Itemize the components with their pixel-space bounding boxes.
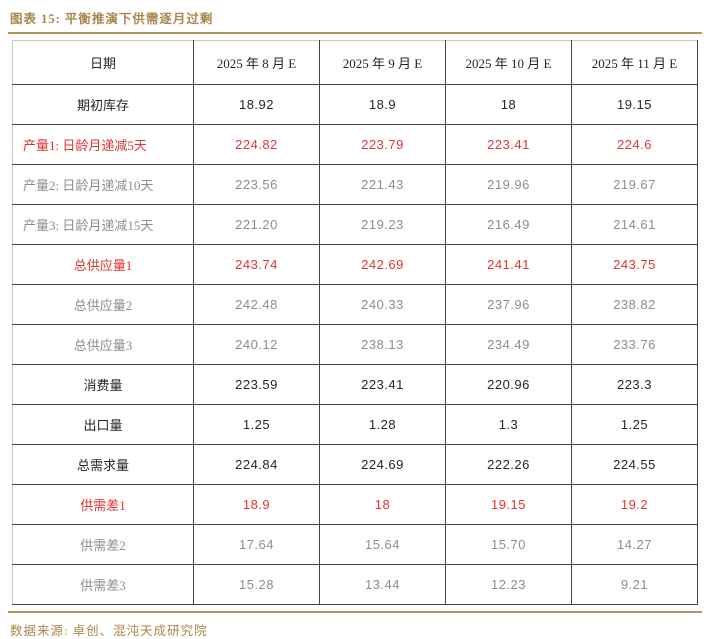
supply-demand-table: 日期 2025 年 8 月 E 2025 年 9 月 E 2025 年 10 月… (12, 40, 698, 605)
cell-value: 223.59 (193, 364, 320, 405)
cell-value: 15.70 (445, 524, 572, 565)
table-row-balance-1: 供需差1 18.9 18 19.15 19.2 (12, 484, 698, 525)
row-label: 供需差2 (12, 524, 194, 565)
cell-value: 17.64 (193, 524, 320, 565)
cell-value: 238.13 (319, 324, 446, 365)
cell-value: 18.9 (319, 84, 446, 125)
cell-value: 221.20 (193, 204, 320, 245)
cell-value: 234.49 (445, 324, 572, 365)
header-sep-2025: 2025 年 9 月 E (319, 40, 446, 85)
row-label: 产量1: 日龄月递减5天 (12, 124, 194, 165)
header-oct-2025: 2025 年 10 月 E (445, 40, 572, 85)
cell-value: 18.92 (193, 84, 320, 125)
cell-value: 223.41 (445, 124, 572, 165)
table-row-output-3: 产量3: 日龄月递减15天 221.20 219.23 216.49 214.6… (12, 204, 698, 245)
row-label: 期初库存 (12, 84, 194, 125)
cell-value: 224.55 (571, 444, 698, 485)
row-label: 总供应量3 (12, 324, 194, 365)
figure-title: 图表 15: 平衡推演下供需逐月过剩 (10, 12, 214, 26)
cell-value: 219.23 (319, 204, 446, 245)
cell-value: 237.96 (445, 284, 572, 325)
cell-value: 9.21 (571, 564, 698, 605)
cell-value: 1.25 (571, 404, 698, 445)
cell-value: 224.6 (571, 124, 698, 165)
cell-value: 1.25 (193, 404, 320, 445)
row-label: 总供应量1 (12, 244, 194, 285)
cell-value: 223.79 (319, 124, 446, 165)
cell-value: 242.48 (193, 284, 320, 325)
cell-value: 242.69 (319, 244, 446, 285)
table-row-total-supply-1: 总供应量1 243.74 242.69 241.41 243.75 (12, 244, 698, 285)
cell-value: 243.75 (571, 244, 698, 285)
cell-value: 18.9 (193, 484, 320, 525)
cell-value: 216.49 (445, 204, 572, 245)
cell-value: 224.82 (193, 124, 320, 165)
table-header-row: 日期 2025 年 8 月 E 2025 年 9 月 E 2025 年 10 月… (12, 40, 698, 85)
cell-value: 223.41 (319, 364, 446, 405)
cell-value: 219.96 (445, 164, 572, 205)
row-label: 出口量 (12, 404, 194, 445)
cell-value: 19.15 (571, 84, 698, 125)
table-row-output-1: 产量1: 日龄月递减5天 224.82 223.79 223.41 224.6 (12, 124, 698, 165)
cell-value: 1.28 (319, 404, 446, 445)
table-row-consumption: 消费量 223.59 223.41 220.96 223.3 (12, 364, 698, 405)
row-label: 供需差3 (12, 564, 194, 605)
header-nov-2025: 2025 年 11 月 E (571, 40, 698, 85)
row-label: 总需求量 (12, 444, 194, 485)
cell-value: 15.64 (319, 524, 446, 565)
cell-value: 12.23 (445, 564, 572, 605)
table-row-output-2: 产量2: 日龄月递减10天 223.56 221.43 219.96 219.6… (12, 164, 698, 205)
table-row-total-supply-2: 总供应量2 242.48 240.33 237.96 238.82 (12, 284, 698, 325)
cell-value: 19.2 (571, 484, 698, 525)
cell-value: 224.69 (319, 444, 446, 485)
table-row-export: 出口量 1.25 1.28 1.3 1.25 (12, 404, 698, 445)
header-date: 日期 (12, 40, 194, 85)
table-row-balance-2: 供需差2 17.64 15.64 15.70 14.27 (12, 524, 698, 565)
cell-value: 240.12 (193, 324, 320, 365)
cell-value: 240.33 (319, 284, 446, 325)
cell-value: 19.15 (445, 484, 572, 525)
cell-value: 221.43 (319, 164, 446, 205)
row-label: 消费量 (12, 364, 194, 405)
cell-value: 243.74 (193, 244, 320, 285)
cell-value: 223.3 (571, 364, 698, 405)
cell-value: 14.27 (571, 524, 698, 565)
table-row-beginning-inventory: 期初库存 18.92 18.9 18 19.15 (12, 84, 698, 125)
cell-value: 233.76 (571, 324, 698, 365)
cell-value: 1.3 (445, 404, 572, 445)
table-row-total-supply-3: 总供应量3 240.12 238.13 234.49 233.76 (12, 324, 698, 365)
cell-value: 18 (319, 484, 446, 525)
cell-value: 238.82 (571, 284, 698, 325)
cell-value: 223.56 (193, 164, 320, 205)
cell-value: 220.96 (445, 364, 572, 405)
cell-value: 224.84 (193, 444, 320, 485)
row-label: 产量3: 日龄月递减15天 (12, 204, 194, 245)
table-row-total-demand: 总需求量 224.84 224.69 222.26 224.55 (12, 444, 698, 485)
footer-divider (8, 611, 702, 613)
row-label: 供需差1 (12, 484, 194, 525)
table-row-balance-3: 供需差3 15.28 13.44 12.23 9.21 (12, 564, 698, 605)
cell-value: 18 (445, 84, 572, 125)
cell-value: 219.67 (571, 164, 698, 205)
cell-value: 15.28 (193, 564, 320, 605)
cell-value: 214.61 (571, 204, 698, 245)
cell-value: 222.26 (445, 444, 572, 485)
row-label: 总供应量2 (12, 284, 194, 325)
row-label: 产量2: 日龄月递减10天 (12, 164, 194, 205)
title-divider (8, 32, 702, 34)
cell-value: 241.41 (445, 244, 572, 285)
header-aug-2025: 2025 年 8 月 E (193, 40, 320, 85)
cell-value: 13.44 (319, 564, 446, 605)
